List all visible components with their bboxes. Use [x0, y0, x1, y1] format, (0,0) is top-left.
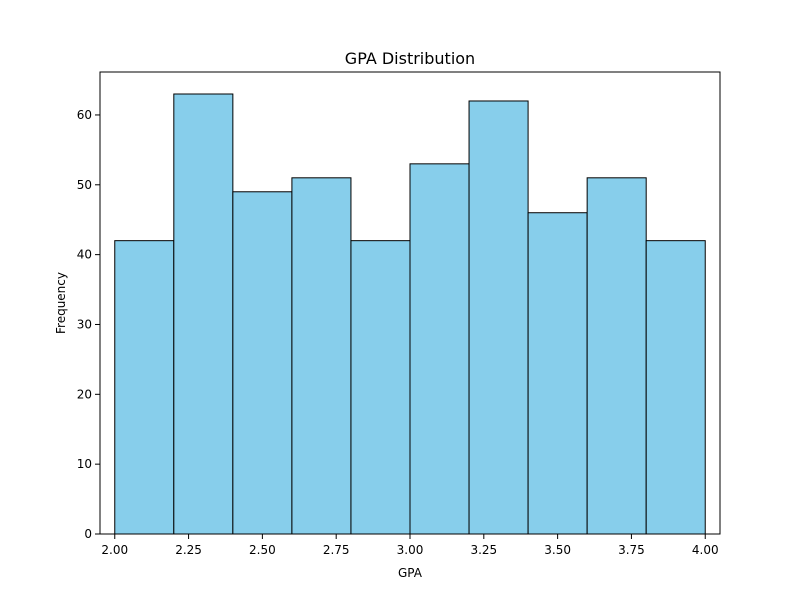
histogram-bar — [350, 240, 411, 535]
histogram-bar — [173, 93, 234, 535]
histogram-bar — [527, 212, 588, 535]
histogram-bar — [586, 177, 647, 535]
y-axis-ticks: 0 10 20 30 40 50 60 — [77, 108, 100, 541]
x-axis-label: GPA — [398, 566, 423, 580]
x-tick-label: 3.00 — [397, 543, 424, 557]
histogram-bar — [232, 191, 293, 535]
x-tick-label: 3.50 — [544, 543, 571, 557]
plot-frame — [99, 71, 721, 535]
y-tick-label: 60 — [77, 108, 92, 122]
histogram-bar — [291, 177, 352, 535]
histogram-bar — [409, 163, 470, 535]
chart-title: GPA Distribution — [345, 49, 475, 68]
x-tick-label: 2.75 — [323, 543, 350, 557]
histogram-bar — [645, 240, 706, 535]
y-tick-label: 20 — [77, 387, 92, 401]
x-tick-label: 2.25 — [175, 543, 202, 557]
y-axis-label: Frequency — [54, 272, 68, 334]
y-tick-label: 30 — [77, 317, 92, 331]
histogram-bars — [114, 93, 706, 535]
histogram-bar — [468, 100, 529, 535]
x-tick-label: 4.00 — [692, 543, 719, 557]
x-axis-ticks: 2.00 2.25 2.50 2.75 3.00 3.25 3.50 3.75 4.00 — [101, 534, 719, 557]
y-tick-label: 10 — [77, 457, 92, 471]
x-tick-label: 3.75 — [618, 543, 645, 557]
y-tick-label: 40 — [77, 248, 92, 262]
histogram-bar — [114, 240, 175, 535]
x-tick-label: 2.00 — [101, 543, 128, 557]
x-tick-label: 2.50 — [249, 543, 276, 557]
x-tick-label: 3.25 — [470, 543, 497, 557]
y-tick-label: 0 — [84, 527, 92, 541]
y-tick-label: 50 — [77, 178, 92, 192]
